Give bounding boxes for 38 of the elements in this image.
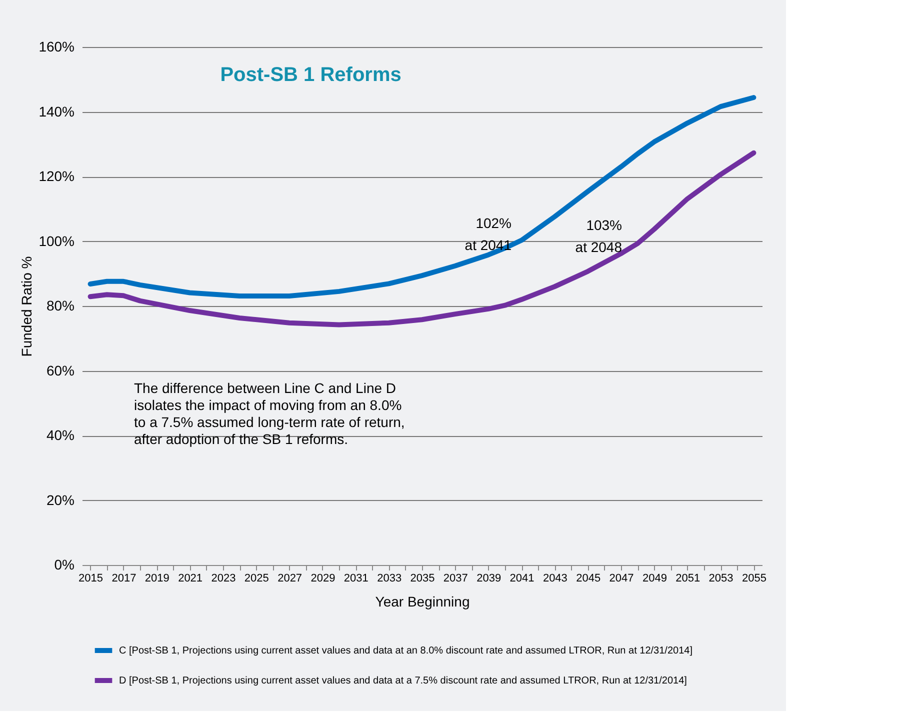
annotation: 103% at 2048 xyxy=(575,217,622,255)
x-tick-label: 2053 xyxy=(708,572,734,584)
x-tick-label: 2047 xyxy=(609,572,634,584)
x-tick-label: 2039 xyxy=(476,572,502,584)
x-tick-label: 2023 xyxy=(211,572,236,584)
x-tick-label: 2037 xyxy=(443,572,468,584)
x-tick-label: 2031 xyxy=(344,572,368,584)
x-tick-label: 2049 xyxy=(642,572,667,584)
y-tick-label: 120% xyxy=(38,168,74,184)
x-tick-label: 2045 xyxy=(576,572,601,584)
x-tick-label: 2051 xyxy=(676,572,700,584)
x-tick-label: 2029 xyxy=(310,572,336,584)
x-tick-label: 2043 xyxy=(542,572,568,584)
x-tick-label: 2027 xyxy=(278,572,302,584)
legend-label: D [Post-SB 1, Projections using current asset values and data at a 7.5% discount rate and assumed LTROR, Run at 12/31/2014] xyxy=(119,676,688,686)
y-tick-label: 20% xyxy=(46,492,74,508)
x-tick-label: 2041 xyxy=(510,572,534,584)
x-axis-title: Year Beginning xyxy=(375,594,470,610)
y-tick-label: 80% xyxy=(46,298,74,314)
x-tick-label: 2015 xyxy=(78,572,104,584)
y-tick-label: 60% xyxy=(46,362,74,378)
legend-label: C [Post-SB 1, Projections using current asset values and data at an 8.0% discount rate and assumed LTROR, Run at 12/31/2014] xyxy=(119,646,693,656)
y-tick-label: 140% xyxy=(38,103,74,120)
y-tick-label: 160% xyxy=(38,38,74,54)
x-tick-label: 2021 xyxy=(178,572,203,584)
x-tick-label: 2033 xyxy=(377,572,402,584)
y-tick-label: 100% xyxy=(38,232,74,249)
x-tick-label: 2025 xyxy=(244,572,269,584)
x-tick-label: 2019 xyxy=(144,572,170,584)
annotation: The difference between Line C and Line D isolates the impact of moving from an 8.0% to a 7.5% assumed long-term rate of return, after adoption of the SB 1 reforms. xyxy=(134,380,405,447)
y-tick-label: 0% xyxy=(54,556,74,572)
y-axis-title: Funded Ratio % xyxy=(18,256,35,357)
y-tick-label: 40% xyxy=(46,427,74,443)
annotation: 102% at 2041 xyxy=(464,214,512,253)
x-tick-label: 2017 xyxy=(112,572,136,584)
x-tick-label: 2055 xyxy=(742,572,766,584)
text: Post-SB 1 Reforms xyxy=(220,64,402,86)
x-tick-label: 2035 xyxy=(410,572,435,584)
